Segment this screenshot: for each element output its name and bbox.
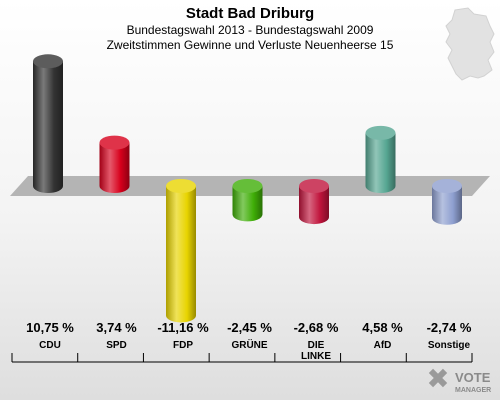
value-labels-group: 10,75 % 3,74 % -11,16 % -2,45 % -2,68 % 4,58 … xyxy=(26,320,472,335)
category-label-grüne: GRÜNE xyxy=(231,338,267,351)
value-label-cdu: 10,75 % xyxy=(26,320,74,335)
vote-manager-logo: VOTE MANAGER xyxy=(428,368,491,394)
value-label-die-linke: -2,68 % xyxy=(294,320,339,335)
bar-afd xyxy=(365,132,396,194)
brand-line-1: VOTE xyxy=(455,370,491,385)
category-label-fdp: FDP xyxy=(173,340,193,351)
bar-cap-fdp xyxy=(166,179,196,193)
category-label-spd: SPD xyxy=(106,340,127,351)
value-label-afd: 4,58 % xyxy=(362,320,403,335)
chart-subtitle-1: Bundestagswahl 2013 - Bundestagswahl 200… xyxy=(127,23,374,37)
category-label-sonstige: Sonstige xyxy=(428,340,471,351)
value-label-fdp: -11,16 % xyxy=(157,320,209,335)
bar-cap-spd xyxy=(99,135,130,150)
category-label-die-linke-2: LINKE xyxy=(301,351,331,362)
bar-die-linke xyxy=(299,186,329,225)
value-label-grüne: -2,45 % xyxy=(227,320,272,335)
value-label-spd: 3,74 % xyxy=(96,320,137,335)
bar-cap-cdu xyxy=(33,54,63,69)
vote-check-icon xyxy=(428,368,448,388)
bar-grüne xyxy=(232,186,263,222)
chart-title: Stadt Bad Driburg xyxy=(186,5,314,22)
brand-line-2: MANAGER xyxy=(455,387,491,394)
category-label-cdu: CDU xyxy=(39,340,61,351)
bar-cap-die-linke xyxy=(299,179,329,193)
bar-spd xyxy=(99,142,130,194)
chart-subtitle-2: Zweitstimmen Gewinne und Verluste Neuenh… xyxy=(107,38,394,52)
bar-cap-afd xyxy=(365,125,396,140)
bars-group xyxy=(33,54,462,323)
bar-sonstige xyxy=(432,186,462,225)
category-label-afd: AfD xyxy=(374,340,392,351)
bar-cap-grüne xyxy=(232,179,263,193)
category-label-die-linke-1: DIE xyxy=(308,340,325,351)
germany-map-icon xyxy=(445,7,495,81)
value-label-sonstige: -2,74 % xyxy=(427,320,472,335)
bar-cdu xyxy=(33,61,63,193)
bar-fdp xyxy=(166,186,196,323)
bar-cap-sonstige xyxy=(432,179,462,193)
